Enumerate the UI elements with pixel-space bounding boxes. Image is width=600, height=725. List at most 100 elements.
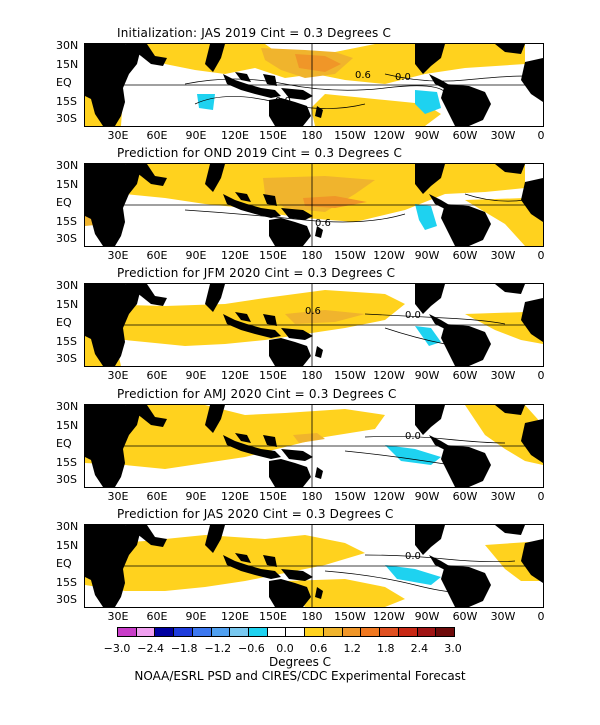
longitude-label: 30E: [107, 129, 129, 142]
longitude-label: 150W: [334, 249, 366, 262]
longitude-label: 0: [537, 610, 545, 623]
colorbar-tick-label: −1.8: [170, 642, 198, 655]
colorbar-swatch: [380, 628, 399, 636]
latitude-label: 30S: [56, 593, 77, 606]
latitude-label: 15N: [56, 58, 79, 71]
latitude-label: 30S: [56, 352, 77, 365]
longitude-label: 180: [301, 610, 323, 623]
colorbar-swatch: [211, 628, 231, 636]
colorbar-swatch: [361, 628, 381, 636]
longitude-label: 150E: [259, 249, 287, 262]
colorbar-tick-label: −0.6: [238, 642, 265, 655]
latitude-label: 15N: [56, 419, 79, 432]
latitude-label: 30N: [56, 279, 79, 292]
longitude-label: 60E: [146, 129, 168, 142]
sst-anomaly-map: 0.6 0.0 0.0: [85, 44, 543, 126]
panel-title: Prediction for OND 2019 Cint = 0.3 Degre…: [117, 146, 403, 160]
latitude-label: 30S: [56, 473, 77, 486]
longitude-label: 150W: [334, 490, 366, 503]
latitude-label: 15S: [56, 335, 77, 348]
latitude-label: 15S: [56, 215, 77, 228]
sst-anomaly-map: 0.0: [85, 525, 543, 607]
longitude-label: 180: [301, 490, 323, 503]
latitude-label: 15N: [56, 298, 79, 311]
longitude-label: 30W: [490, 369, 516, 382]
latitude-label: EQ: [56, 557, 72, 570]
longitude-label: 60W: [452, 610, 478, 623]
panel-title: Prediction for JAS 2020 Cint = 0.3 Degre…: [117, 507, 394, 521]
longitude-label: 180: [301, 249, 323, 262]
latitude-label: EQ: [56, 196, 72, 209]
sst-anomaly-map: 0.6: [85, 164, 543, 246]
longitude-label: 30E: [107, 369, 129, 382]
units-label: Degrees C: [268, 655, 332, 669]
longitude-label: 150E: [259, 369, 287, 382]
contour-label: 0.0: [405, 310, 421, 321]
longitude-label: 180: [301, 369, 323, 382]
longitude-label: 90W: [414, 490, 440, 503]
colorbar-swatch: [323, 628, 343, 636]
longitude-label: 120W: [373, 129, 405, 142]
longitude-label: 120W: [373, 610, 405, 623]
longitude-label: 120E: [221, 129, 249, 142]
colorbar-swatch: [192, 628, 212, 636]
longitude-label: 120E: [221, 490, 249, 503]
latitude-label: EQ: [56, 316, 72, 329]
longitude-label: 0: [537, 369, 545, 382]
colorbar-swatch: [136, 628, 156, 636]
longitude-label: 60E: [146, 369, 168, 382]
colorbar-swatch: [436, 628, 454, 636]
contour-label: 0.0: [275, 96, 291, 107]
latitude-label: EQ: [56, 76, 72, 89]
longitude-label: 90E: [185, 369, 207, 382]
contour-label: 0.0: [405, 431, 421, 442]
contour-label: 0.6: [315, 218, 331, 229]
colorbar-tick-label: 0.6: [309, 642, 328, 655]
colorbar-tick-label: −3.0: [103, 642, 131, 655]
longitude-label: 30E: [107, 610, 129, 623]
latitude-label: 15N: [56, 178, 79, 191]
latitude-label: 30S: [56, 112, 77, 125]
longitude-label: 60W: [452, 490, 478, 503]
contour-label: 0.0: [395, 72, 411, 83]
latitude-label: 15N: [56, 539, 79, 552]
longitude-label: 0: [537, 129, 545, 142]
panel-title: Prediction for JFM 2020 Cint = 0.3 Degre…: [117, 266, 396, 280]
latitude-label: 30N: [56, 400, 79, 413]
longitude-label: 30E: [107, 249, 129, 262]
longitude-label: 90E: [185, 610, 207, 623]
colorbar-tick-label: 1.8: [377, 642, 395, 655]
longitude-label: 30E: [107, 490, 129, 503]
longitude-label: 90E: [185, 249, 207, 262]
sst-anomaly-map: 0.0: [85, 405, 543, 487]
longitude-label: 120W: [373, 490, 405, 503]
colorbar-swatch: [249, 628, 268, 636]
colorbar-swatch: [342, 628, 362, 636]
longitude-label: 120E: [221, 610, 249, 623]
colorbar-tick-label: 1.2: [343, 642, 361, 655]
longitude-label: 90E: [185, 129, 207, 142]
colorbar-swatch: [398, 628, 418, 636]
longitude-label: 30W: [490, 490, 516, 503]
contour-label: 0.6: [305, 306, 321, 317]
latitude-label: 30N: [56, 520, 79, 533]
contour-label: 0.0: [405, 551, 421, 562]
longitude-label: 0: [537, 249, 545, 262]
longitude-label: 90W: [414, 610, 440, 623]
colorbar-tick-label: 3.0: [444, 642, 462, 655]
longitude-label: 90E: [185, 490, 207, 503]
longitude-label: 60W: [452, 369, 478, 382]
longitude-label: 90W: [414, 249, 440, 262]
panel-title: Prediction for AMJ 2020 Cint = 0.3 Degre…: [117, 387, 397, 401]
longitude-label: 120W: [373, 369, 405, 382]
longitude-label: 120W: [373, 249, 405, 262]
contour-label: 0.6: [355, 70, 371, 81]
longitude-label: 60W: [452, 249, 478, 262]
colorbar-swatch: [155, 628, 175, 636]
colorbar-swatch: [118, 628, 137, 636]
sst-anomaly-map: 0.6 0.0: [85, 284, 543, 366]
colorbar-swatch: [174, 628, 193, 636]
panel-title: Initialization: JAS 2019 Cint = 0.3 Degr…: [117, 26, 392, 40]
latitude-label: 30N: [56, 159, 79, 172]
latitude-label: 15S: [56, 95, 77, 108]
